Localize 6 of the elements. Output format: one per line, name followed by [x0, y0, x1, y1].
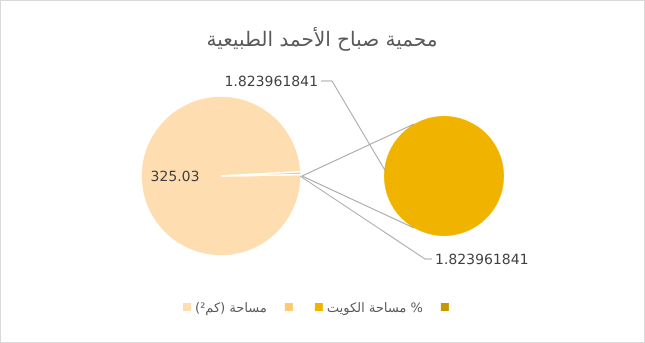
data-label: 1.823961841 — [224, 74, 318, 90]
chart-title: محمية صباح الأحمد الطبيعية — [206, 26, 438, 51]
legend-label: مساحة (كم²) — [195, 301, 267, 316]
data-label: 1.823961841 — [435, 252, 529, 268]
data-label: 325.03 — [150, 169, 200, 185]
legend-label: مساحة الكويت % — [326, 301, 423, 316]
